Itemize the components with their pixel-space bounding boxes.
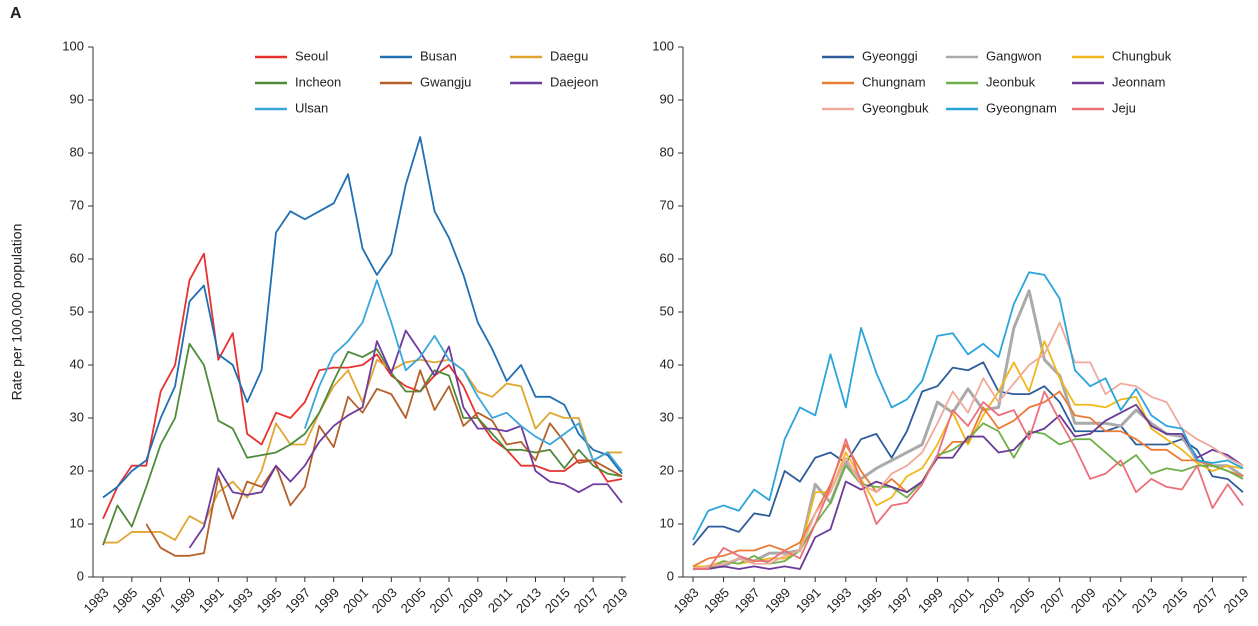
legend-label: Gyeonggi [862, 48, 918, 63]
x-tick-label: 2011 [485, 585, 515, 615]
legend-label: Jeonbuk [986, 74, 1036, 89]
y-tick-label: 40 [70, 356, 84, 371]
y-tick-label: 60 [70, 250, 84, 265]
y-tick-label: 80 [660, 144, 674, 159]
y-tick-label: 90 [70, 91, 84, 106]
y-tick-label: 10 [660, 515, 674, 530]
x-tick-label: 1991 [196, 585, 227, 616]
x-tick-label: 1983 [670, 585, 701, 616]
y-axis-label: Rate per 100,000 population [9, 224, 25, 401]
x-tick-label: 1989 [167, 585, 198, 616]
series-line [692, 361, 1244, 546]
x-tick-label: 2017 [1190, 585, 1221, 616]
x-tick-label: 1991 [793, 585, 824, 616]
x-tick-label: 2019 [599, 585, 630, 616]
x-tick-label: 2009 [1068, 585, 1099, 616]
legend-label: Gangwon [986, 48, 1042, 63]
panel-label: A [10, 5, 22, 22]
x-tick-label: 2011 [1099, 585, 1129, 615]
legend-label: Daejeon [550, 74, 598, 89]
x-tick-label: 2001 [340, 585, 371, 616]
x-tick-label: 1993 [225, 585, 256, 616]
series-line [692, 271, 1244, 541]
x-tick-label: 1999 [915, 585, 946, 616]
series-line [693, 403, 1244, 570]
x-tick-label: 1997 [282, 585, 313, 616]
y-tick-label: 30 [660, 409, 674, 424]
series-line [103, 358, 622, 544]
series-line [693, 340, 1244, 568]
x-tick-label: 2017 [571, 585, 602, 616]
legend-label: Incheon [295, 74, 341, 89]
x-tick-label: 2015 [1159, 585, 1190, 616]
x-tick-label: 2007 [426, 585, 457, 616]
y-tick-label: 50 [660, 303, 674, 318]
series-line [693, 390, 1244, 570]
legend-label: Jeju [1112, 100, 1136, 115]
legend-label: Ulsan [295, 100, 328, 115]
legend-label: Gyeongbuk [862, 100, 929, 115]
y-tick-label: 100 [62, 38, 84, 53]
legend-label: Chungnam [862, 74, 926, 89]
x-tick-label: 1995 [854, 585, 885, 616]
y-tick-label: 70 [660, 197, 674, 212]
y-tick-label: 20 [70, 462, 84, 477]
x-tick-label: 1987 [732, 585, 763, 616]
legend-label: Chungbuk [1112, 48, 1172, 63]
x-tick-label: 2001 [945, 585, 976, 616]
x-tick-label: 2005 [398, 585, 429, 616]
series-line [692, 321, 1244, 570]
y-tick-label: 70 [70, 197, 84, 212]
y-tick-label: 10 [70, 515, 84, 530]
x-tick-label: 1985 [701, 585, 732, 616]
y-tick-label: 20 [660, 462, 674, 477]
y-tick-label: 50 [70, 303, 84, 318]
y-tick-label: 60 [660, 250, 674, 265]
y-tick-label: 30 [70, 409, 84, 424]
series-line [102, 342, 623, 546]
x-tick-label: 1987 [138, 585, 169, 616]
x-tick-label: 1989 [762, 585, 793, 616]
y-tick-label: 100 [652, 38, 674, 53]
x-tick-label: 1997 [884, 585, 915, 616]
x-tick-label: 2019 [1220, 585, 1251, 616]
legend-label: Gwangju [420, 74, 471, 89]
x-tick-label: 2009 [455, 585, 486, 616]
x-tick-label: 2013 [1129, 585, 1160, 616]
x-tick-label: 1985 [109, 585, 140, 616]
series-line [303, 279, 623, 472]
y-tick-label: 40 [660, 356, 674, 371]
x-tick-label: 2005 [1007, 585, 1038, 616]
series-line [692, 289, 1244, 571]
series-line [145, 369, 623, 557]
x-tick-label: 2007 [1037, 585, 1068, 616]
x-tick-label: 2003 [369, 585, 400, 616]
x-tick-label: 1995 [253, 585, 284, 616]
x-tick-label: 1999 [311, 585, 342, 616]
series-line [188, 329, 623, 549]
y-tick-label: 80 [70, 144, 84, 159]
y-tick-label: 0 [667, 568, 674, 583]
series-line [102, 136, 623, 499]
series-line [693, 422, 1244, 570]
x-tick-label: 1983 [80, 585, 111, 616]
y-tick-label: 0 [77, 568, 84, 583]
legend-label: Seoul [295, 48, 328, 63]
legend-label: Busan [420, 48, 457, 63]
series-line [102, 252, 623, 520]
x-tick-label: 2015 [542, 585, 573, 616]
x-tick-label: 2013 [513, 585, 544, 616]
x-tick-label: 2003 [976, 585, 1007, 616]
legend-label: Gyeongnam [986, 100, 1057, 115]
y-tick-label: 90 [660, 91, 674, 106]
legend-label: Jeonnam [1112, 74, 1165, 89]
legend-label: Daegu [550, 48, 588, 63]
x-tick-label: 1993 [823, 585, 854, 616]
